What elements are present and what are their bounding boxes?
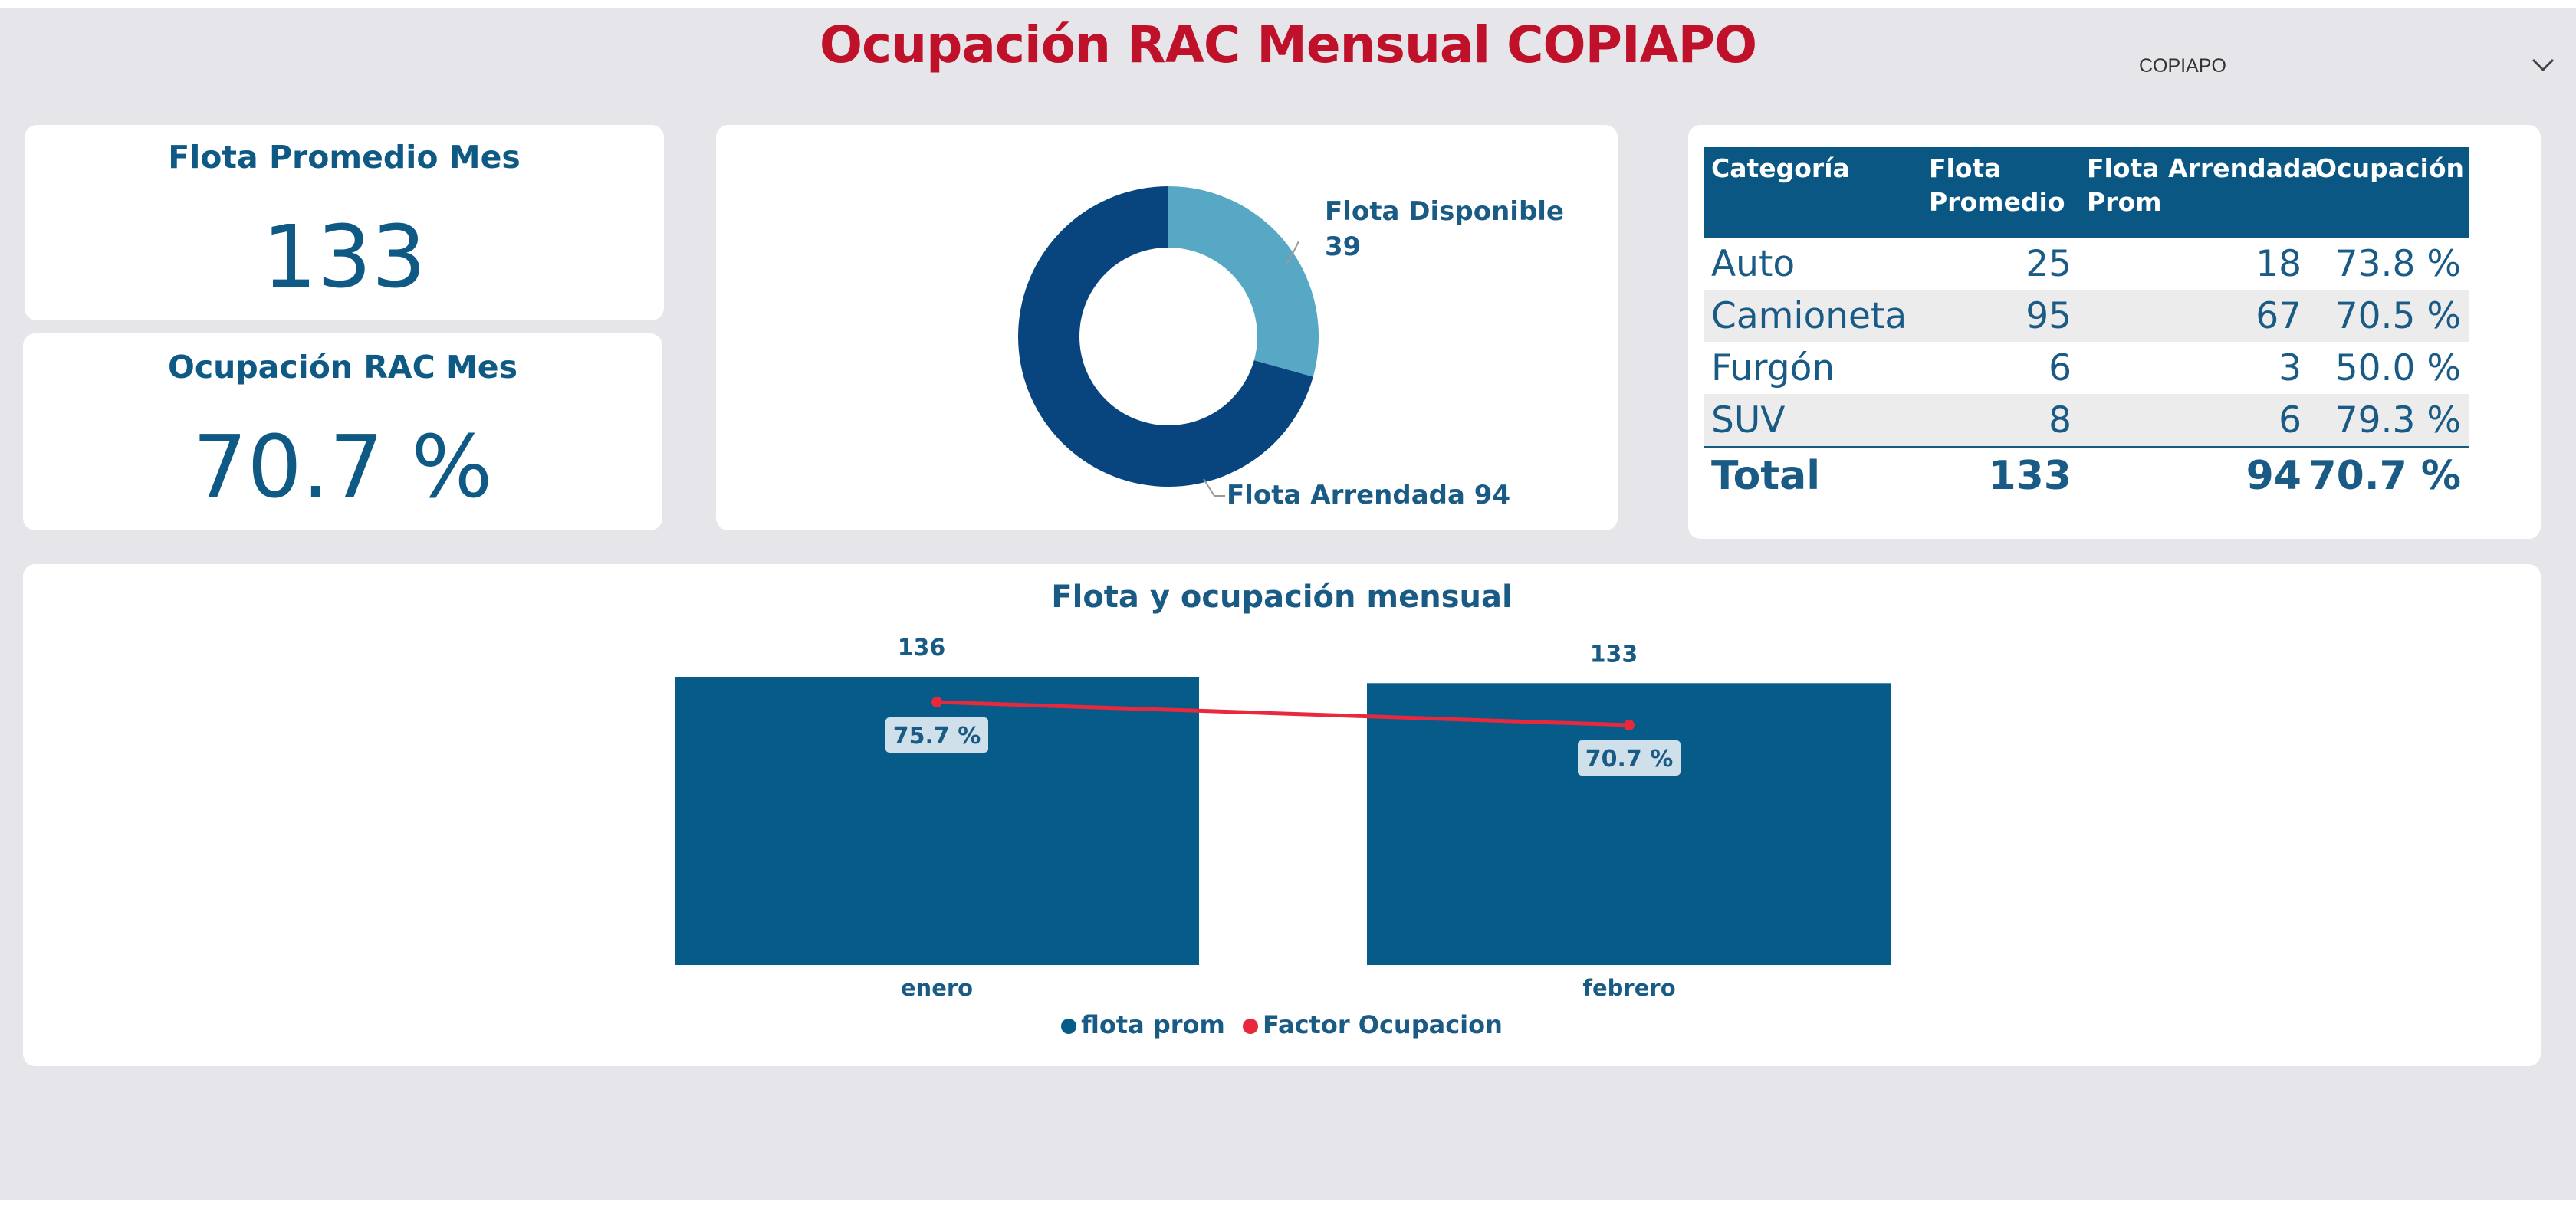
slicer-selected-value: COPIAPO — [2139, 55, 2226, 77]
cell-flota: 95 — [2026, 295, 2072, 337]
header-text: Ocupación — [2315, 153, 2465, 183]
header-text: Flota — [1929, 153, 2002, 183]
line-point — [1624, 720, 1635, 730]
header-categoria[interactable]: Categoría — [1711, 152, 1850, 185]
cell-flota: 8 — [2049, 399, 2072, 441]
cell-ocupacion: 79.3 % — [2334, 399, 2461, 441]
bar-data-label: 133 — [1590, 641, 1638, 668]
cell-categoria: SUV — [1711, 399, 1786, 441]
cell-categoria: Camioneta — [1711, 295, 1907, 337]
table-row: Furgón 6 3 50.0 % — [1704, 342, 2469, 394]
donut-label-disponible: Flota Disponible — [1325, 196, 1564, 227]
cell-ocupacion: 73.8 % — [2334, 243, 2461, 285]
kpi-label: Flota Promedio Mes — [168, 139, 521, 176]
donut-chart: Flota Disponible 39 Flota Arrendada 94 — [1017, 186, 1564, 510]
header-text: Promedio — [1929, 187, 2065, 217]
leader-line — [1203, 478, 1225, 497]
cell-total-ocupacion: 70.7 % — [2308, 453, 2461, 499]
bar-data-label: 136 — [898, 635, 946, 661]
line-point — [932, 697, 942, 707]
cell-arrendada: 6 — [2279, 399, 2302, 441]
table-header: Categoría Flota Promedio Flota Arrendada… — [1704, 147, 2469, 238]
header-text: Categoría — [1711, 153, 1850, 183]
combo-chart: 136 enero 133 febrero 75.7 % 70.7 % — [675, 635, 1891, 1001]
cell-total-flota: 133 — [1988, 453, 2072, 499]
donut-value-disponible: 39 — [1325, 231, 1361, 262]
cell-total-arrendada: 94 — [2246, 453, 2302, 499]
donut-card: Flota Disponible 39 Flota Arrendada 94 — [716, 125, 1618, 530]
kpi-label: Ocupación RAC Mes — [167, 349, 518, 386]
cell-flota: 6 — [2049, 347, 2072, 389]
kpi-value: 70.7 % — [192, 418, 493, 517]
cell-arrendada: 67 — [2256, 295, 2302, 337]
x-tick-label: febrero — [1582, 975, 1675, 1001]
legend-item-factor[interactable]: Factor Ocupacion — [1242, 1010, 1503, 1039]
donut-label-arrendada: Flota Arrendada 94 — [1227, 480, 1510, 510]
kpi-value: 133 — [262, 208, 426, 307]
line-label-text: 70.7 % — [1585, 746, 1674, 773]
page-title: Ocupación RAC Mensual COPIAPO — [819, 15, 1757, 74]
cell-flota: 25 — [2026, 243, 2072, 285]
kpi-card-flota-promedio: Flota Promedio Mes 133 — [25, 125, 664, 320]
cell-arrendada: 18 — [2256, 243, 2302, 285]
line-label-text: 75.7 % — [893, 723, 981, 750]
line-data-label: 70.7 % — [1578, 740, 1681, 776]
line-data-label: 75.7 % — [886, 717, 988, 753]
legend-marker — [1242, 1019, 1258, 1034]
chevron-down-icon[interactable] — [2530, 52, 2556, 78]
cell-ocupacion: 50.0 % — [2334, 347, 2461, 389]
location-slicer[interactable]: COPIAPO — [2139, 52, 2568, 87]
header-text: Flota Arrendada — [2087, 153, 2318, 183]
donut-slice — [1168, 186, 1319, 377]
legend-label: Factor Ocupacion — [1262, 1010, 1503, 1039]
header-flota-arrendada[interactable]: Flota Arrendada Prom — [2087, 152, 2318, 219]
line-factor-ocupacion — [936, 700, 1630, 727]
cell-total-label: Total — [1711, 453, 1821, 499]
line-label-bg — [1578, 740, 1681, 776]
table-row: Camioneta 95 67 70.5 % — [1704, 290, 2469, 342]
header-ocupacion[interactable]: Ocupación — [2315, 152, 2464, 185]
x-tick-label: enero — [901, 975, 973, 1001]
line-label-bg — [886, 717, 988, 753]
cell-categoria: Furgón — [1711, 347, 1835, 389]
table-row: SUV 8 6 79.3 % — [1704, 394, 2469, 446]
header-text: Prom — [2087, 187, 2162, 217]
header-flota-promedio[interactable]: Flota Promedio — [1929, 152, 2065, 219]
donut-slice — [1017, 186, 1313, 487]
table-row: Auto 25 18 73.8 % — [1704, 238, 2469, 290]
chart-legend: flota prom Factor Ocupacion — [23, 1010, 2541, 1039]
table-total-row: Total 133 94 70.7 % — [1704, 449, 2469, 501]
cell-arrendada: 3 — [2279, 347, 2302, 389]
report-canvas: Ocupación RAC Mensual COPIAPO COPIAPO Fl… — [0, 8, 2576, 1200]
monthly-chart-card: Flota y ocupación mensual 136 enero 133 feb… — [23, 564, 2541, 1066]
leader-line — [1286, 241, 1300, 265]
chart-title: Flota y ocupación mensual — [1051, 579, 1513, 615]
legend-item-flota[interactable]: flota prom — [1061, 1010, 1225, 1039]
legend-marker — [1061, 1019, 1077, 1034]
kpi-card-ocupacion: Ocupación RAC Mes 70.7 % — [23, 333, 662, 530]
legend-label: flota prom — [1081, 1010, 1225, 1039]
cell-ocupacion: 70.5 % — [2334, 295, 2461, 337]
total-divider — [1704, 446, 2469, 448]
cell-categoria: Auto — [1711, 243, 1796, 285]
